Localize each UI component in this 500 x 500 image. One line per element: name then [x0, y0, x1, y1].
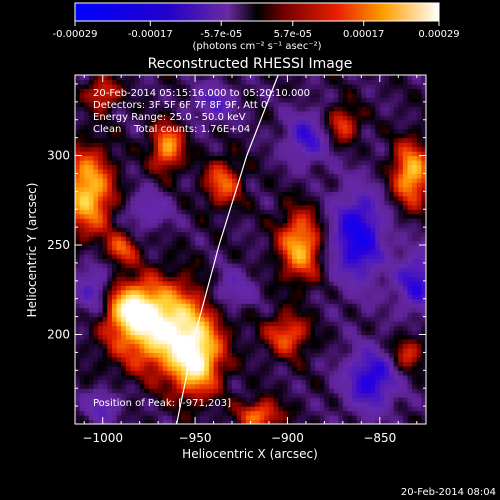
colorbar-ticks: -0.00029 -0.00017 -5.7e-05 5.7e-05 0.00017 0.…	[53, 21, 460, 40]
annotation-block: 20-Feb-2014 05:15:16.000 to 05:20:10.000…	[93, 88, 310, 135]
colorbar-tick-label: -0.00029	[53, 29, 98, 40]
y-tick-label: 250	[47, 238, 70, 252]
annotation-detectors: Detectors: 3F 5F 6F 7F 8F 9F, Att 0	[93, 100, 267, 111]
colorbar-tick-label: 0.00017	[343, 29, 384, 40]
annotation-clean: Clean Total counts: 1.76E+04	[93, 124, 250, 135]
x-tick-label: −850	[363, 431, 396, 445]
annotation-time: 20-Feb-2014 05:15:16.000 to 05:20:10.000	[93, 88, 310, 99]
colorbar-tick-label: -0.00017	[128, 29, 173, 40]
x-tick-label: −950	[179, 431, 212, 445]
solar-limb-line	[176, 75, 279, 424]
colorbar-tick-label: -5.7e-05	[200, 29, 242, 40]
x-axis-label: Heliocentric X (arcsec)	[182, 447, 318, 461]
y-tick-label: 200	[47, 328, 70, 342]
annotation-energy: Energy Range: 25.0 - 50.0 keV	[93, 112, 246, 123]
colorbar-tick-label: 5.7e-05	[274, 29, 312, 40]
timestamp: 20-Feb-2014 08:04	[401, 487, 496, 498]
peak-position-label: Position of Peak: [-971,203]	[93, 398, 231, 409]
colorbar-tick-label: 0.00029	[418, 29, 459, 40]
y-tick-label: 300	[47, 149, 70, 163]
axis-ticks: −1000 −950 −900 −850 200 250 300	[47, 75, 426, 445]
colorbar-unit-label: (photons cm⁻² s⁻¹ asec⁻²)	[192, 41, 321, 52]
x-tick-label: −1000	[82, 431, 123, 445]
heatmap-image	[75, 75, 426, 424]
y-axis-label: Heliocentric Y (arcsec)	[25, 183, 39, 318]
colorbar	[74, 2, 440, 22]
x-tick-label: −900	[271, 431, 304, 445]
chart-title: Reconstructed RHESSI Image	[148, 56, 353, 72]
